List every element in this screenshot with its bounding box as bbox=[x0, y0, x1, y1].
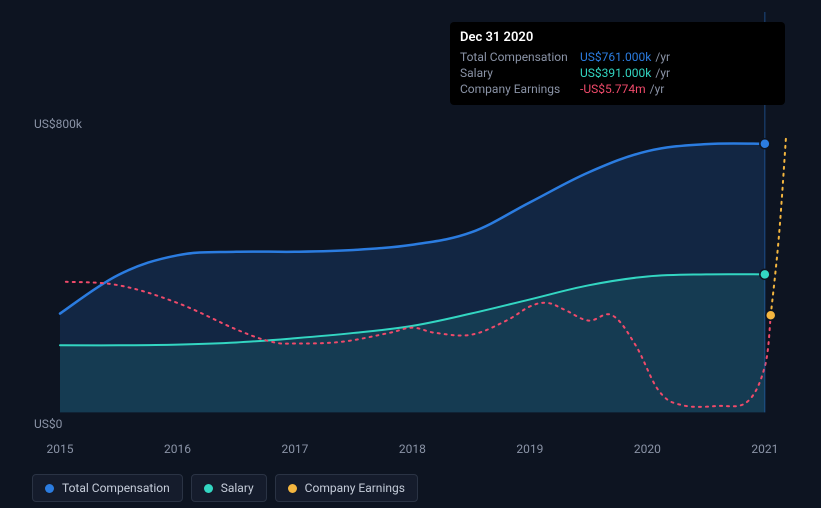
legend-item[interactable]: Salary bbox=[191, 474, 267, 502]
x-tick-label: 2019 bbox=[516, 442, 543, 456]
tooltip-row-label: Salary bbox=[460, 66, 580, 80]
tooltip-row: Company Earnings-US$5.774m/yr bbox=[460, 81, 775, 97]
legend: Total Compensation Salary Company Earnings bbox=[32, 474, 418, 502]
tooltip-row: Total CompensationUS$761.000k/yr bbox=[460, 49, 775, 65]
tooltip-row-label: Total Compensation bbox=[460, 50, 580, 64]
legend-dot-icon bbox=[204, 484, 213, 493]
y-tick-800k: US$800k bbox=[34, 117, 82, 131]
compensation-chart: Dec 31 2020 Total CompensationUS$761.000… bbox=[12, 12, 809, 496]
chart-tooltip: Dec 31 2020 Total CompensationUS$761.000… bbox=[450, 22, 785, 105]
x-tick-label: 2021 bbox=[751, 442, 778, 456]
series-marker bbox=[766, 310, 776, 320]
tooltip-row: SalaryUS$391.000k/yr bbox=[460, 65, 775, 81]
tooltip-row-value: US$391.000k bbox=[580, 66, 651, 80]
chart-svg bbox=[60, 130, 786, 430]
legend-label: Company Earnings bbox=[305, 481, 405, 495]
plot-area[interactable] bbox=[60, 130, 786, 430]
x-tick-label: 2015 bbox=[47, 442, 74, 456]
legend-item[interactable]: Company Earnings bbox=[275, 474, 418, 502]
legend-item[interactable]: Total Compensation bbox=[32, 474, 183, 502]
tooltip-row-unit: /yr bbox=[655, 50, 670, 64]
legend-dot-icon bbox=[288, 484, 297, 493]
x-tick-label: 2017 bbox=[281, 442, 308, 456]
tooltip-row-unit: /yr bbox=[655, 66, 670, 80]
y-tick-0: US$0 bbox=[34, 417, 62, 431]
tooltip-row-value: US$761.000k bbox=[580, 50, 651, 64]
legend-label: Salary bbox=[221, 481, 254, 495]
x-tick-label: 2018 bbox=[399, 442, 426, 456]
legend-label: Total Compensation bbox=[62, 481, 170, 495]
tooltip-row-value: -US$5.774m bbox=[580, 82, 646, 96]
tooltip-row-label: Company Earnings bbox=[460, 82, 580, 96]
x-tick-label: 2016 bbox=[164, 442, 191, 456]
earnings-line bbox=[771, 137, 786, 315]
legend-dot-icon bbox=[45, 484, 54, 493]
x-tick-label: 2020 bbox=[634, 442, 661, 456]
tooltip-date: Dec 31 2020 bbox=[460, 30, 775, 49]
tooltip-row-unit: /yr bbox=[650, 82, 665, 96]
series-marker bbox=[760, 269, 770, 279]
series-marker bbox=[760, 139, 770, 149]
